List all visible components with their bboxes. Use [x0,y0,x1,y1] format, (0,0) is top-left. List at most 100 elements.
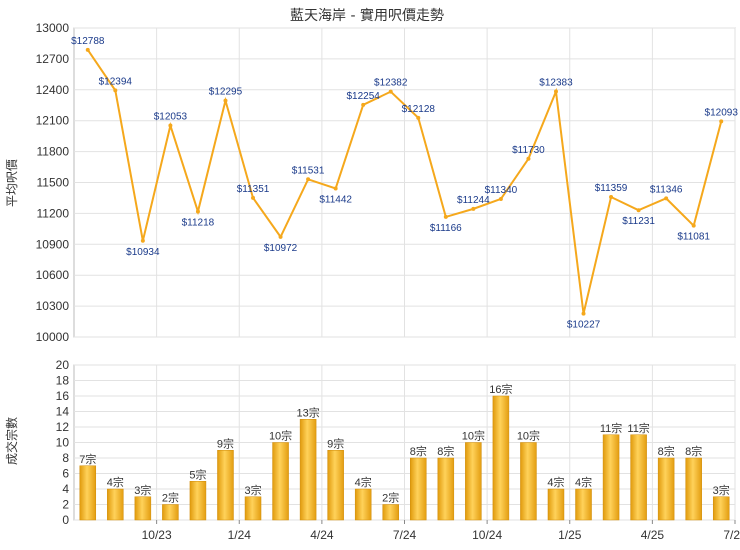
x-tick-label: 7/24 [393,528,417,542]
price-data-label: $12128 [402,104,436,115]
price-data-label: $11081 [677,232,710,243]
transactions-bar [107,488,124,521]
transactions-bar-label: 10宗 [269,429,292,443]
transactions-bar-label: 11宗 [600,421,622,435]
price-data-label: $11166 [430,223,462,234]
price-point [278,234,283,239]
price-point [223,98,228,103]
transactions-bar [244,496,262,521]
transactions-bar-label: 4宗 [575,475,592,489]
bottom-y-tick-label: 18 [56,374,70,388]
transactions-bar [685,457,702,521]
price-data-label: $10972 [264,243,298,254]
price-data-label: $12788 [71,36,105,47]
transactions-bar [712,496,730,521]
transactions-bar [354,488,372,521]
price-point [306,177,311,182]
price-data-label: $11244 [457,195,490,206]
x-tick-label: 4/24 [310,528,334,542]
price-point [498,196,503,201]
price-data-label: $11359 [595,183,628,194]
top-y-tick-label: 12400 [36,83,70,97]
bottom-y-tick-label: 4 [62,482,69,496]
price-data-label: $12394 [99,76,133,87]
transactions-bar [602,434,620,521]
transactions-bar [382,504,399,521]
price-data-label: $11231 [622,216,655,227]
transactions-bar-label: 4宗 [107,475,124,489]
price-point [251,195,256,200]
price-point [526,156,531,161]
top-y-tick-label: 10000 [36,330,70,344]
x-tick-label: 10/23 [142,528,172,542]
price-series-line [86,49,723,314]
bottom-y-tick-label: 20 [56,358,70,372]
bottom-y-tick-label: 8 [62,451,69,465]
price-data-label: $12295 [209,87,243,98]
top-chart-ylabel: 平均呎價 [5,159,19,207]
transactions-bar [657,457,675,521]
price-data-label: $12093 [705,107,739,118]
transactions-bar-label: 4宗 [547,475,564,489]
top-y-tick-label: 10300 [36,299,70,313]
transactions-bar [272,442,289,521]
transactions-bar [217,450,234,521]
price-point [636,208,641,213]
price-point [333,186,338,191]
bottom-y-tick-label: 2 [62,498,69,512]
x-tick-label: 7/25 [723,528,740,542]
transactions-bar-label: 2宗 [162,491,179,505]
transactions-bar-label: 11宗 [627,421,649,435]
chart-title: 藍天海岸 - 實用呎價走勢 [290,7,444,24]
bottom-y-tick-label: 10 [56,436,70,450]
transactions-bar-label: 10宗 [517,429,540,443]
transactions-bar [492,395,510,521]
top-y-tick-label: 12100 [36,114,70,128]
x-tick-label: 1/24 [228,528,252,542]
price-point [471,206,476,211]
bottom-y-tick-label: 14 [56,405,70,419]
transactions-bar-label: 10宗 [462,429,485,443]
price-data-label: $12382 [374,78,408,89]
bottom-y-tick-label: 0 [62,513,69,527]
transactions-bar-label: 7宗 [79,452,96,466]
price-point [553,89,558,94]
top-y-tick-label: 11800 [37,145,70,159]
price-point [691,223,696,228]
transactions-bar [134,496,152,521]
transactions-bar-label: 13宗 [296,405,319,419]
transactions-bar-label: 4宗 [355,475,372,489]
transactions-bar-label: 8宗 [437,444,454,458]
price-data-label: $11351 [237,184,270,195]
transactions-bar [575,488,592,521]
transactions-bar [189,481,207,521]
price-point [581,311,586,316]
transactions-bar-label: 3宗 [134,483,151,497]
transactions-bar-label: 16宗 [489,382,512,396]
price-data-label: $12383 [539,78,573,89]
top-y-tick-label: 10900 [36,237,70,251]
price-point [361,102,366,107]
price-data-label: $11531 [292,165,325,176]
price-point [609,195,614,200]
price-point [195,209,200,214]
transactions-bar-label: 9宗 [217,436,234,450]
price-data-label: $11218 [182,218,215,229]
transactions-bar-label: 2宗 [382,491,399,505]
price-data-label: $11346 [650,184,683,195]
transactions-bar [410,457,427,521]
bottom-y-tick-label: 6 [62,467,69,481]
transactions-bar [437,457,455,521]
transactions-bar-label: 3宗 [713,483,730,497]
bottom-y-tick-label: 12 [56,420,70,434]
price-point [168,123,173,128]
transactions-bar [547,488,565,521]
price-data-label: $11340 [485,185,518,196]
transactions-bar-label: 8宗 [658,444,675,458]
x-tick-label: 4/25 [641,528,665,542]
transactions-bar-label: 8宗 [685,444,702,458]
top-y-tick-label: 12700 [36,52,70,66]
top-y-tick-label: 11500 [37,176,70,190]
